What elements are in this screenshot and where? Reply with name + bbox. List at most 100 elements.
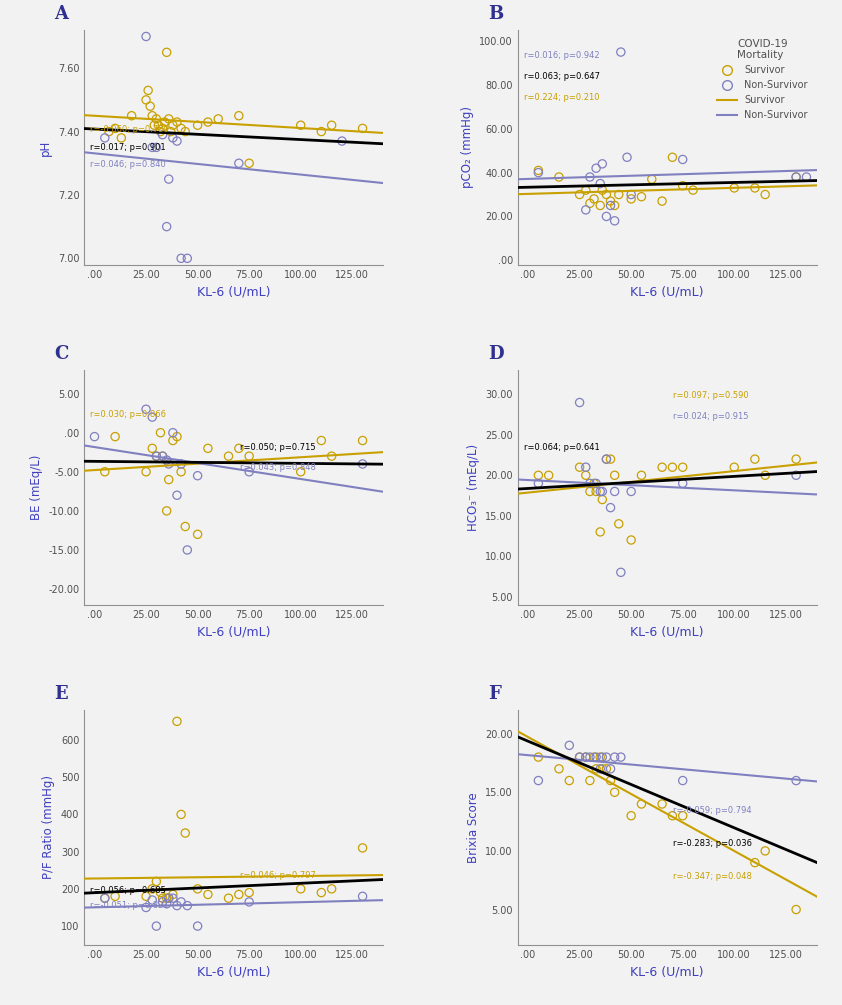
Point <box>635 796 648 812</box>
Point <box>158 114 172 130</box>
Point <box>179 124 192 140</box>
Point <box>191 527 205 543</box>
Point <box>356 121 370 137</box>
Point <box>325 880 338 896</box>
Point <box>139 401 152 417</box>
Point <box>166 886 179 902</box>
Point <box>232 108 246 124</box>
Y-axis label: pCO₂ (mmHg): pCO₂ (mmHg) <box>461 107 474 188</box>
Point <box>315 884 328 900</box>
Point <box>162 471 175 487</box>
Point <box>242 463 256 479</box>
Point <box>790 467 803 483</box>
Point <box>608 483 621 499</box>
Point <box>645 171 658 187</box>
Point <box>154 884 168 900</box>
Point <box>595 749 609 765</box>
Point <box>635 189 648 205</box>
Point <box>166 118 179 134</box>
Point <box>579 749 593 765</box>
Point <box>315 432 328 448</box>
Point <box>589 749 603 765</box>
Point <box>612 516 626 532</box>
Point <box>156 127 169 143</box>
Point <box>174 121 188 137</box>
Text: E: E <box>54 685 68 704</box>
Point <box>625 187 638 203</box>
Point <box>625 191 638 207</box>
Point <box>666 808 679 824</box>
Text: r=-0.051; p=0.821: r=-0.051; p=0.821 <box>90 901 168 911</box>
Point <box>676 178 690 194</box>
Point <box>98 463 111 479</box>
Point <box>166 890 179 907</box>
Point <box>146 892 159 909</box>
Point <box>174 893 188 910</box>
Point <box>600 451 613 467</box>
Point <box>635 467 648 483</box>
Point <box>790 901 803 918</box>
Text: D: D <box>488 345 504 363</box>
Point <box>154 124 168 140</box>
Y-axis label: P/F Ratio (mmHg): P/F Ratio (mmHg) <box>42 776 56 879</box>
Point <box>604 197 617 213</box>
X-axis label: KL-6 (U/mL): KL-6 (U/mL) <box>197 285 270 298</box>
Point <box>166 425 179 441</box>
Text: B: B <box>488 5 503 23</box>
Point <box>191 880 205 896</box>
Point <box>164 124 178 140</box>
Point <box>146 108 159 124</box>
Text: r=0.056; p=0.685: r=0.056; p=0.685 <box>90 886 166 895</box>
Point <box>614 44 627 60</box>
Point <box>109 428 122 444</box>
Point <box>573 749 586 765</box>
Point <box>800 169 813 185</box>
Point <box>594 483 607 499</box>
Point <box>614 564 627 580</box>
Point <box>315 124 328 140</box>
Text: r=0.046; p=0.797: r=0.046; p=0.797 <box>240 871 316 879</box>
Point <box>676 808 690 824</box>
Point <box>727 459 741 475</box>
Point <box>655 459 669 475</box>
Point <box>146 880 159 896</box>
Point <box>146 409 159 425</box>
Point <box>666 459 679 475</box>
Point <box>594 761 607 777</box>
Point <box>179 519 192 535</box>
Point <box>156 890 169 907</box>
Point <box>294 880 307 896</box>
Point <box>180 542 194 558</box>
Point <box>790 773 803 789</box>
Text: r=0.224; p=0.210: r=0.224; p=0.210 <box>524 93 600 103</box>
Point <box>531 467 545 483</box>
Point <box>356 840 370 856</box>
Point <box>294 463 307 479</box>
Point <box>594 524 607 540</box>
Text: r=0.064; p=0.641: r=0.064; p=0.641 <box>524 443 600 452</box>
X-axis label: KL-6 (U/mL): KL-6 (U/mL) <box>631 285 704 298</box>
Point <box>759 187 772 203</box>
Point <box>201 114 215 130</box>
Text: r=0.024; p=0.915: r=0.024; p=0.915 <box>674 412 749 421</box>
Point <box>211 111 225 127</box>
Point <box>166 432 179 448</box>
Point <box>139 463 152 479</box>
Point <box>579 202 593 218</box>
Point <box>232 886 246 902</box>
Point <box>579 467 593 483</box>
Point <box>749 180 762 196</box>
Point <box>573 395 586 411</box>
Y-axis label: BE (mEq/L): BE (mEq/L) <box>29 454 43 521</box>
Point <box>552 761 566 777</box>
Point <box>584 475 597 491</box>
Point <box>595 761 609 777</box>
Point <box>608 784 621 800</box>
Point <box>356 888 370 904</box>
Point <box>150 448 163 464</box>
Point <box>600 749 613 765</box>
Point <box>139 28 152 44</box>
Point <box>242 893 256 910</box>
Point <box>573 459 586 475</box>
Point <box>170 428 184 444</box>
